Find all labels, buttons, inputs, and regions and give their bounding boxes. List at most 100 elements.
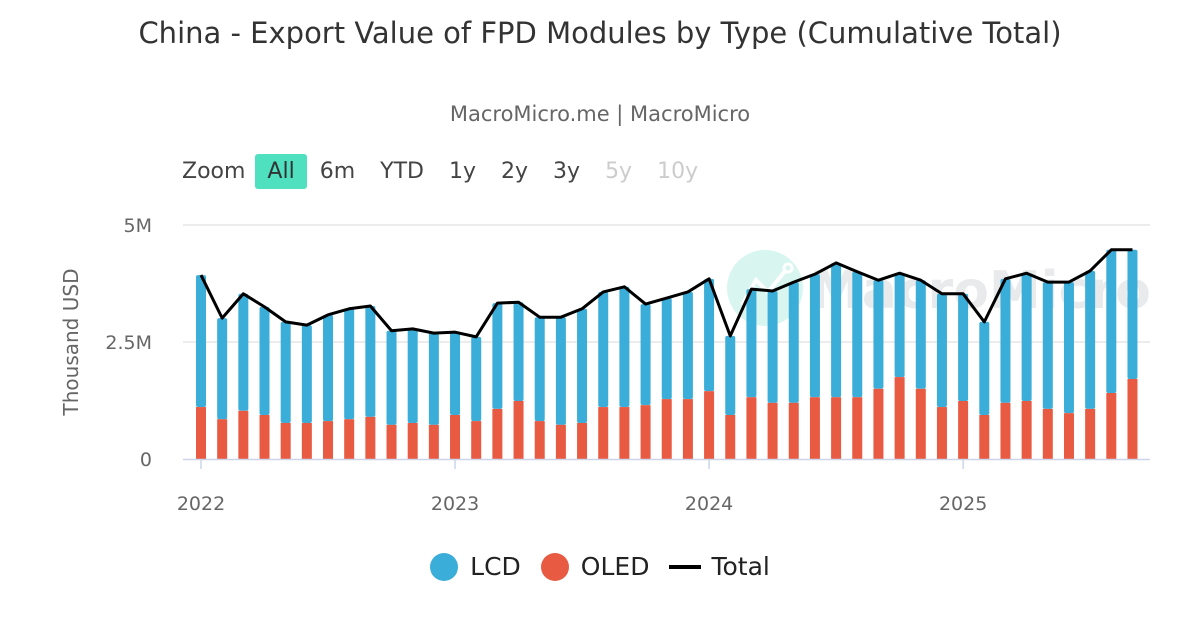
legend-item-lcd[interactable]: LCD xyxy=(430,552,521,581)
oled-bar xyxy=(979,415,990,459)
oled-bar xyxy=(1106,393,1117,459)
lcd-bar xyxy=(534,317,545,422)
oled-bar xyxy=(915,388,926,459)
lcd-bar xyxy=(1127,249,1138,379)
lcd-bar xyxy=(365,305,376,417)
zoom-range-selector: Zoom All 6m YTD 1y 2y 3y 5y 10y xyxy=(182,154,711,189)
lcd-bar xyxy=(725,335,736,416)
total-line xyxy=(199,248,1133,339)
lcd-bar xyxy=(1085,270,1096,409)
oled-bar xyxy=(661,399,672,459)
oled-bar xyxy=(725,415,736,459)
oled-bar xyxy=(365,416,376,459)
oled-bar xyxy=(386,424,397,459)
oled-bar xyxy=(555,424,566,459)
lcd-bar xyxy=(640,304,651,406)
legend-label: Total xyxy=(711,552,770,581)
lcd-bar xyxy=(301,325,312,423)
oled-bar xyxy=(471,421,482,459)
oled-bar xyxy=(682,399,693,459)
y-tick-label: 5M xyxy=(124,215,152,237)
lcd-bar xyxy=(936,293,947,408)
oled-bar xyxy=(831,397,842,459)
oled-bar xyxy=(809,397,820,459)
oled-bar xyxy=(301,422,312,459)
lcd-bar xyxy=(386,330,397,425)
lcd-bar xyxy=(704,278,715,392)
oled-bar xyxy=(407,422,418,459)
oled-bar xyxy=(894,377,905,459)
x-tick-label: 2024 xyxy=(685,493,733,515)
lcd-bar xyxy=(555,317,566,425)
oled-bar xyxy=(513,400,524,459)
lcd-bar xyxy=(746,289,757,398)
lcd-bar xyxy=(471,336,482,422)
lcd-bar xyxy=(450,332,461,416)
lcd-bar xyxy=(428,333,439,425)
lcd-bar xyxy=(577,308,588,423)
lcd-bar xyxy=(831,262,842,398)
zoom-all-button[interactable]: All xyxy=(255,154,307,189)
oled-bar xyxy=(428,424,439,459)
oled-bar xyxy=(852,397,863,459)
oled-bar xyxy=(788,402,799,459)
zoom-5y-button: 5y xyxy=(605,159,633,184)
zoom-2y-button[interactable]: 2y xyxy=(501,159,529,184)
legend-item-total[interactable]: Total xyxy=(669,552,770,581)
oled-bar xyxy=(767,402,778,459)
x-tick-label: 2023 xyxy=(431,493,479,515)
lcd-bar xyxy=(196,275,206,408)
lcd-bar xyxy=(1063,282,1074,414)
oled-bar xyxy=(598,407,609,459)
lcd-bar xyxy=(259,306,270,416)
lcd-bar xyxy=(492,303,503,409)
oled-bar xyxy=(1000,402,1011,459)
lcd-bar xyxy=(513,302,524,401)
lcd-bar xyxy=(1000,278,1011,403)
lcd-bar xyxy=(958,293,969,401)
total-line-icon xyxy=(669,564,702,569)
oled-bar xyxy=(873,388,884,459)
zoom-ytd-button[interactable]: YTD xyxy=(380,159,424,184)
oled-bar xyxy=(1021,400,1032,459)
lcd-bar xyxy=(323,314,334,422)
lcd-bar xyxy=(873,280,884,389)
oled-bar xyxy=(746,397,757,459)
x-tick-label: 2022 xyxy=(177,493,225,515)
lcd-bar xyxy=(1021,273,1032,401)
oled-bar xyxy=(238,410,249,459)
legend-item-oled[interactable]: OLED xyxy=(540,552,650,581)
zoom-1y-button[interactable]: 1y xyxy=(448,159,476,184)
legend-label: OLED xyxy=(580,552,650,581)
lcd-bar xyxy=(915,280,926,389)
oled-bar xyxy=(344,419,355,459)
lcd-bar xyxy=(1106,249,1117,394)
oled-bar xyxy=(936,407,947,459)
zoom-3y-button[interactable]: 3y xyxy=(553,159,581,184)
x-tick-label: 2025 xyxy=(939,493,987,515)
oled-bar xyxy=(1085,408,1096,459)
oled-bar xyxy=(450,415,461,459)
lcd-bar xyxy=(809,274,820,398)
lcd-bar xyxy=(894,273,905,378)
oled-bar xyxy=(534,421,545,459)
chart-title: China - Export Value of FPD Modules by T… xyxy=(138,16,1062,50)
oled-bar xyxy=(619,407,630,459)
oled-bar xyxy=(640,405,651,459)
zoom-label: Zoom xyxy=(182,159,246,184)
chart-subtitle: MacroMicro.me | MacroMicro xyxy=(449,102,751,126)
oled-bar xyxy=(1063,413,1074,459)
lcd-bar xyxy=(407,328,418,423)
oled-bar xyxy=(1042,408,1053,459)
lcd-bar xyxy=(280,321,291,423)
lcd-bar xyxy=(852,271,863,398)
legend-label: LCD xyxy=(470,552,521,581)
zoom-6m-button[interactable]: 6m xyxy=(319,159,356,184)
oled-bar xyxy=(577,422,588,459)
oled-bar xyxy=(196,407,206,459)
legend: LCD OLED Total xyxy=(0,552,1200,581)
lcd-bar xyxy=(788,282,799,403)
oled-bar xyxy=(259,415,270,459)
